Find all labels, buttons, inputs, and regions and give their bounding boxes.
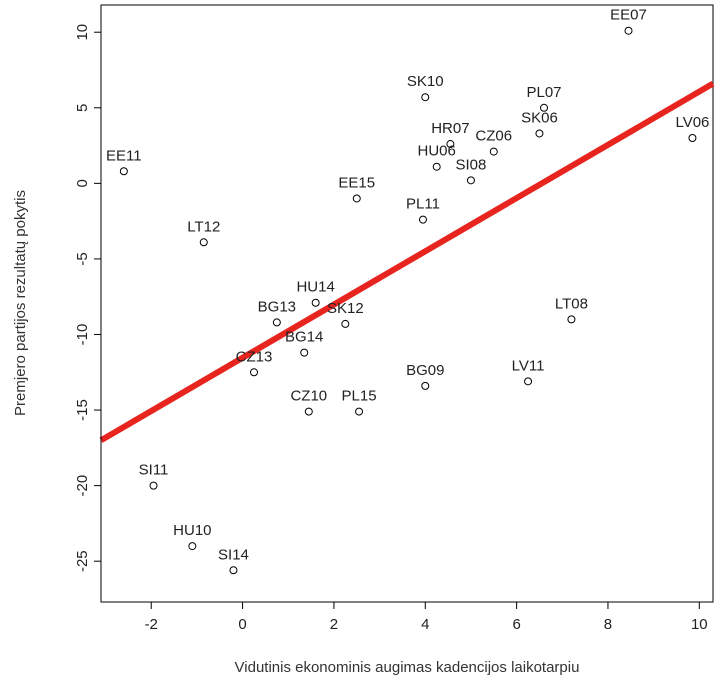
point-label: SK10 xyxy=(407,73,444,90)
point-label: CZ06 xyxy=(475,128,512,145)
x-axis-label: Vidutinis ekonominis augimas kadencijos … xyxy=(235,659,580,676)
data-point xyxy=(489,147,498,156)
data-point xyxy=(352,194,361,203)
data-point xyxy=(300,348,309,357)
data-point xyxy=(250,368,258,377)
point-label: SI08 xyxy=(456,156,487,173)
y-axis: -25 -20 -15 -10 -5 0 5 10 xyxy=(74,24,102,572)
point-label: CZ10 xyxy=(290,388,327,405)
y-axis-label: Premjero partijos rezultatų pokytis xyxy=(12,190,29,416)
data-point xyxy=(119,167,128,176)
data-point xyxy=(304,407,313,416)
point-label: BG13 xyxy=(258,298,296,315)
data-point xyxy=(540,103,549,112)
point-label: PL07 xyxy=(526,84,561,101)
data-point xyxy=(229,566,238,575)
data-point xyxy=(311,298,320,307)
point-label: PL15 xyxy=(342,388,377,405)
point-label: LT08 xyxy=(555,295,588,312)
point-label: SI11 xyxy=(139,462,169,479)
x-tick-label: 6 xyxy=(512,616,520,633)
data-point xyxy=(524,377,533,386)
data-point xyxy=(199,238,208,247)
y-tick-label: 5 xyxy=(74,104,91,112)
y-tick-label: 0 xyxy=(74,179,91,187)
point-label: HU14 xyxy=(296,279,334,296)
x-tick-label: 4 xyxy=(421,616,429,633)
point-label: LV06 xyxy=(675,114,709,131)
point-label: LT12 xyxy=(187,218,220,235)
data-point xyxy=(432,162,441,171)
data-point xyxy=(421,381,430,390)
y-tick-label: -15 xyxy=(74,399,91,421)
data-point xyxy=(688,134,697,143)
x-tick-label: 0 xyxy=(238,616,246,633)
regression-line xyxy=(99,81,715,443)
data-point xyxy=(535,129,544,138)
point-label: EE07 xyxy=(610,7,647,24)
point-label: EE15 xyxy=(338,174,375,191)
point-label: LV11 xyxy=(512,357,545,374)
x-tick-label: 10 xyxy=(691,616,708,633)
y-tick-label: -5 xyxy=(74,252,91,265)
y-tick-label: -25 xyxy=(74,550,91,572)
point-label: CZ13 xyxy=(236,348,273,365)
data-point xyxy=(355,407,364,416)
y-tick-label: -20 xyxy=(74,475,91,497)
x-tick-label: -2 xyxy=(145,616,158,633)
point-label: HR07 xyxy=(431,120,469,137)
point-label: SI14 xyxy=(218,546,249,563)
y-tick-label: 10 xyxy=(74,24,91,41)
plot-frame xyxy=(100,4,714,603)
x-axis: -2 0 2 4 6 8 10 xyxy=(145,601,708,633)
y-tick-label: -10 xyxy=(74,324,91,346)
data-point xyxy=(272,318,281,327)
x-tick-label: 8 xyxy=(604,616,612,633)
point-label: SK06 xyxy=(521,109,558,126)
data-point xyxy=(341,319,350,328)
data-point xyxy=(418,215,427,224)
point-label: SK12 xyxy=(327,300,364,317)
data-point xyxy=(624,26,633,35)
point-label: HU10 xyxy=(173,522,211,539)
data-point xyxy=(466,176,475,185)
data-point xyxy=(188,542,197,551)
point-label: BG09 xyxy=(406,362,444,379)
data-point xyxy=(567,315,576,324)
point-label: EE11 xyxy=(106,147,142,164)
data-point xyxy=(446,140,455,149)
regression-layer xyxy=(99,81,715,443)
data-point xyxy=(421,93,430,102)
point-label: HU06 xyxy=(418,143,456,160)
point-label: BG14 xyxy=(285,329,323,346)
x-tick-label: 2 xyxy=(330,616,338,633)
data-point xyxy=(149,481,158,490)
point-label: PL11 xyxy=(406,196,440,213)
